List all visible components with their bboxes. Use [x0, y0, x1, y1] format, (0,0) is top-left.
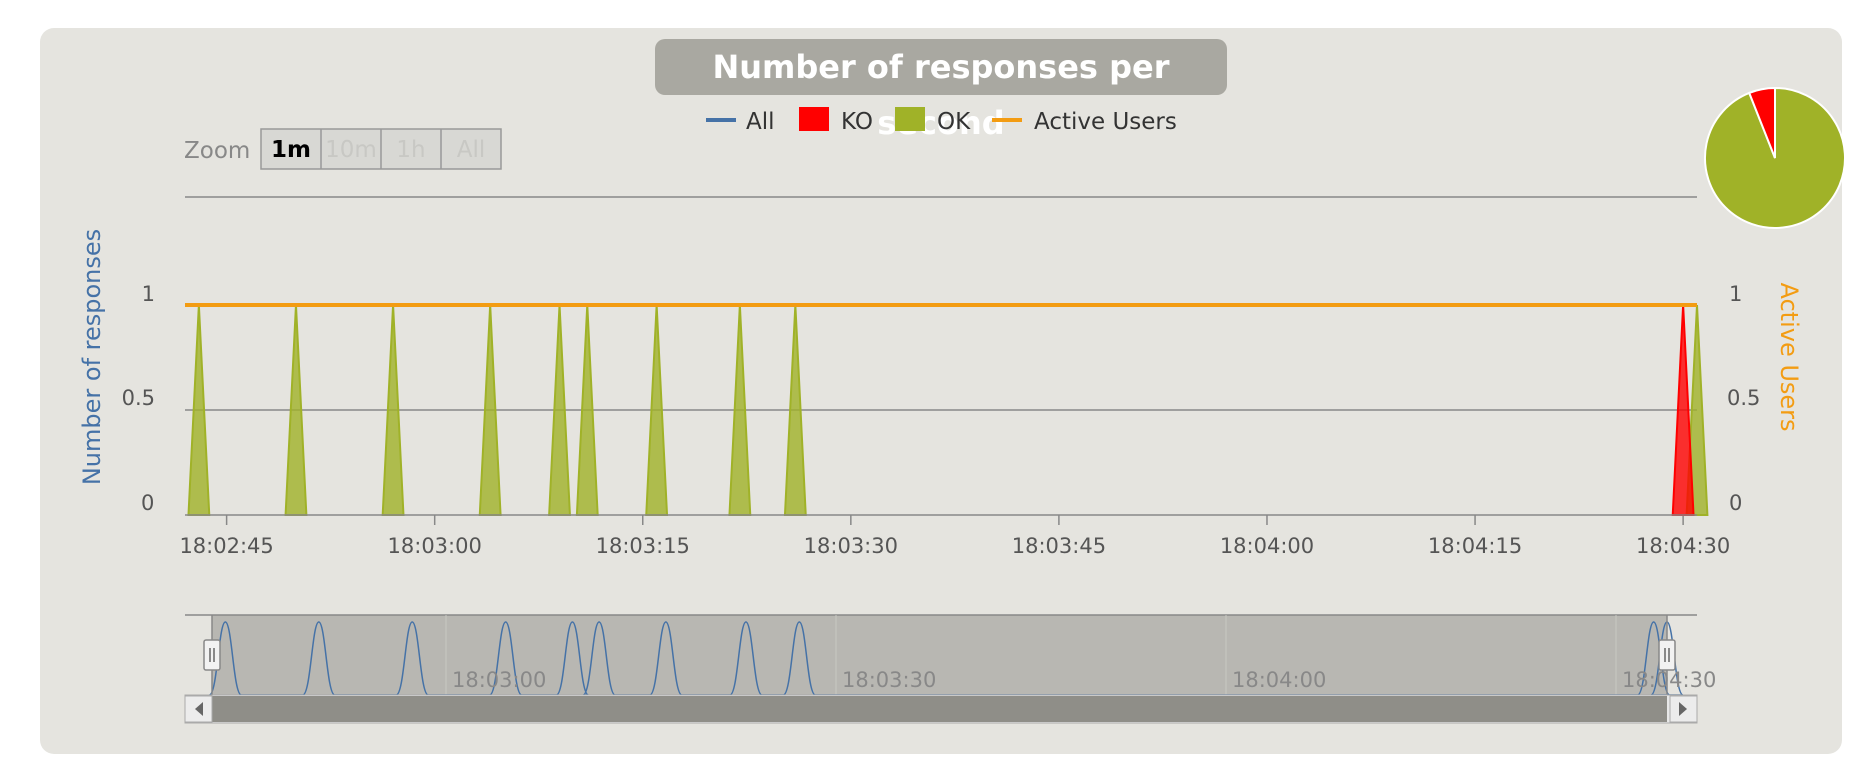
- navigator-label: 18:03:00: [452, 668, 546, 692]
- y2-axis-title: Active Users: [1775, 282, 1803, 431]
- chevron-right-icon: [1679, 702, 1687, 716]
- navigator: 18:03:00 18:03:30 18:04:00 18:04:30: [185, 614, 1716, 696]
- scrollbar-thumb[interactable]: [212, 696, 1667, 722]
- pie-slice-ko: [1747, 86, 1776, 159]
- x-tick-label: 18:03:15: [596, 534, 690, 558]
- legend-item-active-users[interactable]: Active Users: [1034, 109, 1177, 135]
- navigator-scrollbar[interactable]: [184, 694, 1698, 724]
- zoom-button-10m[interactable]: 10m: [325, 137, 377, 163]
- legend: All KO OK Active Users: [706, 107, 1177, 135]
- legend-item-all[interactable]: All: [746, 109, 775, 135]
- y2-tick-label-1: 1: [1729, 282, 1742, 306]
- y-tick-label-0: 0: [141, 491, 154, 515]
- zoom-button-1m[interactable]: 1m: [271, 137, 311, 163]
- x-axis: 18:02:45 18:03:00 18:03:15 18:03:30 18:0…: [179, 534, 1730, 558]
- y-tick-label-0-5: 0.5: [122, 386, 155, 410]
- navigator-label: 18:04:30: [1622, 668, 1716, 692]
- navigator-selection[interactable]: [212, 615, 1667, 695]
- x-tick-label: 18:03:45: [1012, 534, 1106, 558]
- legend-item-ok[interactable]: OK: [937, 109, 971, 135]
- chevron-left-icon: [195, 702, 203, 716]
- navigator-right-handle[interactable]: [1658, 615, 1676, 695]
- x-tick-label: 18:04:15: [1428, 534, 1522, 558]
- legend-marker-ko: [799, 107, 829, 131]
- x-tick-marks: [225, 515, 1684, 525]
- legend-marker-ok: [895, 107, 925, 131]
- x-tick-label: 18:02:45: [179, 534, 273, 558]
- navigator-series-line: [208, 621, 1684, 696]
- x-tick-label: 18:04:30: [1636, 534, 1730, 558]
- navigator-left-handle[interactable]: [203, 615, 221, 695]
- y2-tick-label-0: 0: [1729, 491, 1742, 515]
- x-tick-label: 18:03:00: [388, 534, 482, 558]
- navigator-label: 18:04:00: [1232, 668, 1326, 692]
- y-axis-title: Number of responses: [78, 229, 106, 485]
- x-tick-label: 18:04:00: [1220, 534, 1314, 558]
- y-tick-label-1: 1: [142, 282, 155, 306]
- pie-chart: [1704, 86, 1846, 229]
- zoom-button-1h[interactable]: 1h: [396, 137, 425, 163]
- x-tick-label: 18:03:30: [804, 534, 898, 558]
- navigator-label: 18:03:30: [842, 668, 936, 692]
- series-ok: [187, 304, 1709, 516]
- legend-item-ko[interactable]: KO: [841, 109, 873, 135]
- chart-title: Number of responses per second: [655, 39, 1227, 142]
- zoom-selector: Zoom 1m 10m 1h All: [184, 128, 502, 170]
- zoom-button-all[interactable]: All: [457, 137, 486, 163]
- zoom-label: Zoom: [184, 138, 250, 164]
- y2-tick-label-0-5: 0.5: [1727, 386, 1760, 410]
